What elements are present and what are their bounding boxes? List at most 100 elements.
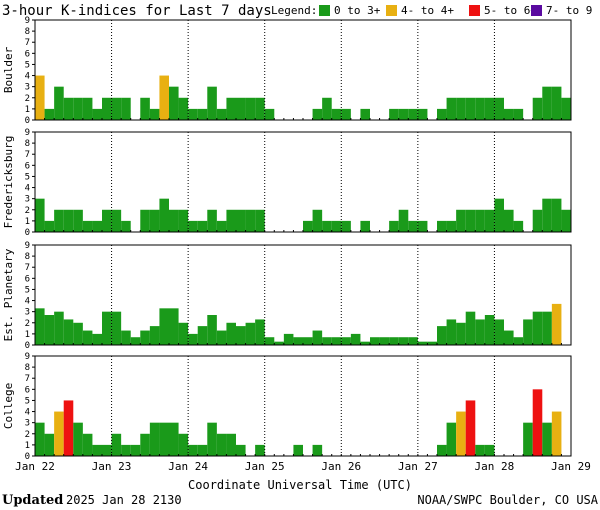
k-index-bar xyxy=(484,97,495,120)
k-index-bar xyxy=(551,411,562,456)
y-tick-label: 1 xyxy=(25,330,30,340)
k-index-bar xyxy=(207,86,217,120)
y-tick-label: 3 xyxy=(25,308,30,318)
k-index-bar xyxy=(475,97,485,120)
x-tick-label: Jan 23 xyxy=(92,460,132,473)
station-label: College xyxy=(2,383,15,429)
k-index-bar xyxy=(408,108,418,120)
y-tick-label: 7 xyxy=(25,150,30,160)
k-index-bar xyxy=(44,220,55,232)
x-tick-label: Jan 24 xyxy=(168,460,208,473)
station-label: Est. Planetary xyxy=(2,248,15,341)
k-index-bar xyxy=(389,337,399,345)
y-tick-label: 0 xyxy=(25,116,30,126)
k-index-bar xyxy=(331,108,342,120)
k-index-bar xyxy=(293,444,303,456)
y-tick-label: 6 xyxy=(25,161,30,171)
k-index-bar xyxy=(542,422,552,456)
k-index-bar xyxy=(456,322,466,345)
k-index-bar xyxy=(475,444,485,456)
x-tick-label: Jan 27 xyxy=(398,460,438,473)
k-index-bar xyxy=(236,326,246,345)
k-index-bar xyxy=(312,209,323,232)
k-index-bar xyxy=(63,209,74,232)
y-tick-label: 0 xyxy=(25,341,30,351)
k-index-bar xyxy=(427,341,437,345)
k-index-bar xyxy=(44,433,55,456)
k-index-bar xyxy=(140,330,150,345)
k-index-bar xyxy=(370,337,380,345)
k-index-bar xyxy=(63,400,74,456)
k-index-bar xyxy=(542,198,552,232)
k-index-bar xyxy=(350,333,361,345)
k-index-bar xyxy=(245,209,256,232)
k-index-bar xyxy=(504,330,514,345)
k-index-bar xyxy=(178,209,189,232)
k-index-bar xyxy=(111,311,122,345)
k-index-bar xyxy=(303,220,313,232)
k-index-bar xyxy=(236,209,246,232)
k-index-bar xyxy=(465,400,476,456)
k-index-bar xyxy=(121,220,131,232)
k-index-bar xyxy=(484,209,495,232)
k-index-bar xyxy=(417,341,428,345)
k-index-bar xyxy=(322,337,332,345)
k-index-bar xyxy=(92,333,102,345)
k-index-bar xyxy=(255,209,265,232)
k-index-bar xyxy=(159,422,169,456)
k-index-bar xyxy=(264,337,275,345)
k-index-bar xyxy=(159,75,169,120)
k-index-bar xyxy=(226,433,236,456)
k-index-bar xyxy=(532,389,543,456)
k-index-bar xyxy=(197,108,208,120)
k-index-bar xyxy=(504,209,514,232)
k-index-bar xyxy=(264,108,275,120)
k-index-bar xyxy=(82,433,93,456)
k-index-bar xyxy=(130,444,141,456)
k-index-bar xyxy=(207,209,217,232)
legend-item-label: 7- to 9 xyxy=(546,4,592,17)
k-index-bar xyxy=(532,97,543,120)
y-tick-label: 2 xyxy=(25,206,30,216)
k-index-bar xyxy=(82,220,93,232)
k-index-bar xyxy=(121,444,131,456)
k-index-bar xyxy=(523,422,533,456)
y-tick-label: 4 xyxy=(25,72,30,82)
k-index-bar xyxy=(216,330,227,345)
k-index-bar xyxy=(283,333,294,345)
k-index-bar xyxy=(360,108,370,120)
k-index-bar xyxy=(312,444,323,456)
k-index-bar xyxy=(322,97,332,120)
panels: 0123456789Boulder0123456789Fredericksbur… xyxy=(2,16,591,473)
k-index-bar xyxy=(54,86,64,120)
y-tick-label: 8 xyxy=(25,252,30,262)
updated-label: Updated xyxy=(2,493,63,508)
k-index-bar xyxy=(408,337,418,345)
k-index-bar xyxy=(322,220,332,232)
k-index-bar xyxy=(188,108,198,120)
y-tick-label: 7 xyxy=(25,38,30,48)
station-label: Boulder xyxy=(2,46,15,93)
k-index-bar xyxy=(54,311,64,345)
k-index-bar xyxy=(82,97,93,120)
updated-value: 2025 Jan 28 2130 xyxy=(66,493,182,507)
k-index-bar xyxy=(102,444,112,456)
k-index-bar xyxy=(456,209,466,232)
k-index-bar xyxy=(92,108,102,120)
k-index-bar xyxy=(245,322,256,345)
k-index-bar xyxy=(398,108,409,120)
y-tick-label: 9 xyxy=(25,352,30,362)
k-index-bar xyxy=(456,97,466,120)
legend: Legend: 0 to 3+ 4- to 4+ 5- to 6+ 7- to 9 xyxy=(271,4,592,17)
y-tick-label: 9 xyxy=(25,128,30,138)
k-index-bar xyxy=(245,97,256,120)
k-index-bar xyxy=(312,108,323,120)
k-index-bar xyxy=(523,319,533,345)
y-tick-label: 0 xyxy=(25,452,30,462)
k-index-bar xyxy=(216,433,227,456)
k-index-bar xyxy=(188,333,198,345)
k-index-bar xyxy=(532,311,543,345)
k-index-bar xyxy=(197,326,208,345)
